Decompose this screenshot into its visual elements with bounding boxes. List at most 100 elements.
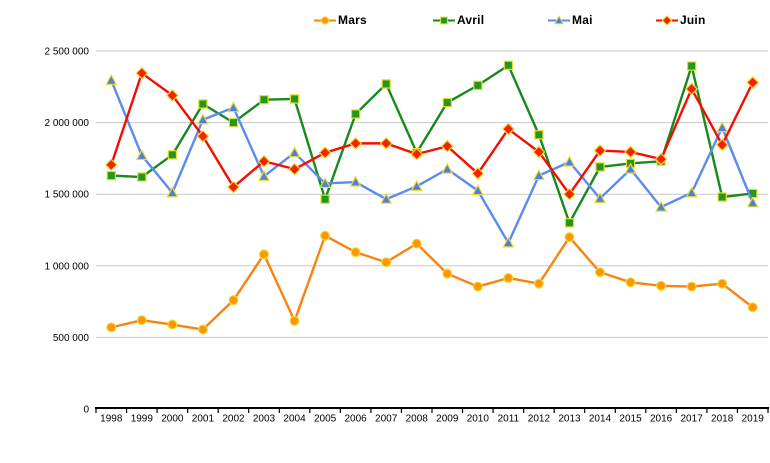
series-line-mars <box>110 234 754 331</box>
data-point-marker <box>563 155 576 167</box>
data-point-marker <box>227 180 240 194</box>
data-point-marker <box>288 146 301 158</box>
data-point-marker <box>381 257 392 268</box>
x-axis-label: 2012 <box>528 414 551 425</box>
data-point-marker <box>257 154 271 168</box>
data-point-marker <box>656 280 667 291</box>
data-point-marker <box>564 232 575 243</box>
data-point-marker <box>533 278 544 289</box>
x-axis-label: 2015 <box>619 414 642 425</box>
y-axis-label: 500 000 <box>53 333 90 344</box>
data-point-marker <box>104 158 118 172</box>
data-point-marker <box>661 14 673 26</box>
x-axis-label: 2008 <box>406 414 429 425</box>
legend-item-mars: Mars <box>313 12 367 28</box>
data-point-marker <box>747 302 758 313</box>
x-axis-label: 2019 <box>742 414 765 425</box>
x-axis-label: 2016 <box>650 414 673 425</box>
x-axis-label: 2002 <box>222 414 245 425</box>
data-point-marker <box>595 162 605 172</box>
data-point-marker <box>655 200 668 212</box>
data-point-marker <box>379 136 393 150</box>
data-point-marker <box>564 218 575 228</box>
data-point-marker <box>349 175 362 187</box>
data-point-marker <box>746 76 760 89</box>
data-point-marker <box>228 117 239 128</box>
x-axis-label: 2013 <box>558 414 581 425</box>
data-point-marker <box>442 97 452 108</box>
data-point-marker <box>196 129 210 143</box>
data-point-marker <box>259 249 270 260</box>
data-point-marker <box>259 94 269 105</box>
data-point-marker <box>289 94 300 104</box>
data-point-marker <box>320 230 331 241</box>
legend-marker-triangle-icon <box>548 14 570 24</box>
x-axis-label: 2000 <box>161 414 184 425</box>
legend-item-avril: Avril <box>432 12 484 28</box>
data-point-marker <box>106 170 116 181</box>
data-point-marker <box>473 80 483 91</box>
data-point-marker <box>167 150 178 160</box>
data-point-marker <box>410 147 424 161</box>
y-axis-label: 0 <box>83 405 89 416</box>
data-point-marker <box>624 162 637 174</box>
data-point-marker <box>165 88 179 102</box>
x-axis-label: 2017 <box>681 414 704 425</box>
data-point-marker <box>532 145 546 159</box>
data-point-marker <box>501 122 515 136</box>
data-point-marker <box>289 315 300 326</box>
data-point-marker <box>503 60 514 71</box>
data-point-marker <box>167 319 178 330</box>
data-point-marker <box>197 324 208 335</box>
data-point-marker <box>319 176 332 189</box>
legend-item-mai: Mai <box>547 12 593 28</box>
x-axis-label: 2005 <box>314 414 337 425</box>
data-point-marker <box>318 146 332 160</box>
legend-marker-square-icon <box>433 16 455 24</box>
legend-label: Mars <box>338 13 367 27</box>
data-point-marker <box>441 162 454 174</box>
data-point-marker <box>685 186 698 198</box>
x-axis-label: 1998 <box>100 414 123 425</box>
x-axis-label: 2003 <box>253 414 276 425</box>
y-axis-label: 1 000 000 <box>45 261 90 272</box>
x-axis-label: 2001 <box>192 414 215 425</box>
x-axis-label: 2011 <box>498 414 520 425</box>
data-point-marker <box>717 278 728 289</box>
data-point-marker <box>440 16 448 24</box>
data-point-marker <box>685 82 699 96</box>
data-point-marker <box>135 66 149 80</box>
chart-legend: Mars Avril Mai Juin <box>0 0 770 32</box>
x-axis-label: 2009 <box>436 414 459 425</box>
data-point-marker <box>320 194 330 204</box>
series-line-mai <box>110 79 754 245</box>
data-point-marker <box>624 145 637 159</box>
data-point-marker <box>440 139 454 153</box>
data-point-marker <box>532 169 545 181</box>
data-point-marker <box>136 315 147 326</box>
legend-marker-circle-icon <box>314 15 336 25</box>
data-point-marker <box>717 192 727 202</box>
data-point-marker <box>135 149 148 161</box>
data-point-marker <box>228 295 239 306</box>
data-point-marker <box>105 73 118 85</box>
data-point-marker <box>746 196 759 208</box>
data-point-marker <box>503 272 514 283</box>
data-point-marker <box>594 267 605 278</box>
data-point-marker <box>686 281 697 292</box>
series-line-juin <box>110 71 754 196</box>
data-point-marker <box>380 192 393 204</box>
data-point-marker <box>349 136 363 150</box>
data-point-marker <box>196 113 209 125</box>
y-axis-label: 1 500 000 <box>45 190 90 201</box>
data-point-marker <box>654 152 668 166</box>
data-point-marker <box>593 191 607 204</box>
data-point-marker <box>686 61 697 71</box>
data-point-marker <box>350 109 361 119</box>
data-point-marker <box>593 144 607 157</box>
y-axis-label: 2 000 000 <box>45 118 90 129</box>
data-point-marker <box>320 15 330 25</box>
data-point-marker <box>472 281 483 292</box>
data-point-marker <box>257 169 271 181</box>
